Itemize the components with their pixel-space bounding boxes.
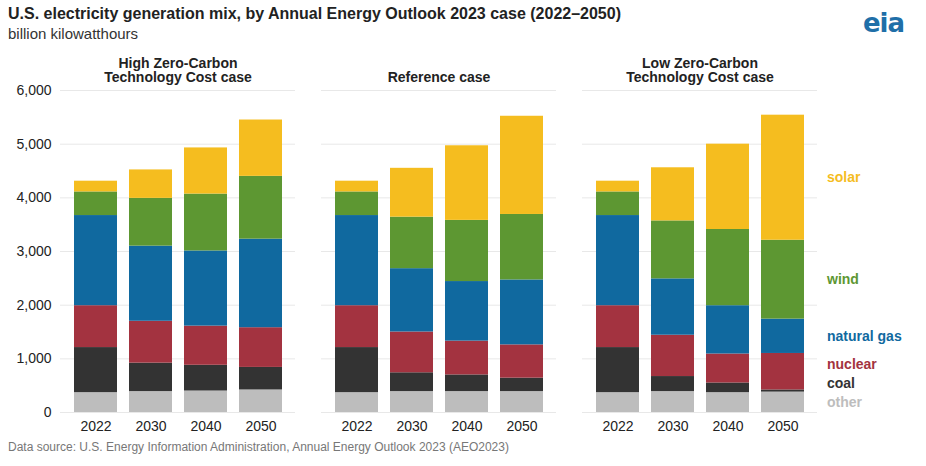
svg-text:6,000: 6,000 <box>16 82 51 98</box>
svg-text:2,000: 2,000 <box>16 297 51 313</box>
svg-text:2050: 2050 <box>506 418 537 434</box>
html-text:Data source: U.S. Energy Infor: Data source: U.S. Energy Information Adm… <box>8 440 509 454</box>
svg-text:2030: 2030 <box>657 418 688 434</box>
html-text:billion kilowatthours: billion kilowatthours <box>8 25 139 42</box>
svg-text:1,000: 1,000 <box>16 350 51 366</box>
svg-text:2030: 2030 <box>135 418 166 434</box>
svg-text:2030: 2030 <box>396 418 427 434</box>
svg-text:2040: 2040 <box>190 418 221 434</box>
html-text:nuclear: nuclear <box>827 355 877 372</box>
svg-text:4,000: 4,000 <box>16 189 51 205</box>
svg-text:5,000: 5,000 <box>16 136 51 152</box>
svg-text:Low Zero-CarbonTechnology Cost: Low Zero-CarbonTechnology Cost case <box>626 55 774 85</box>
html-text:other: other <box>827 393 862 410</box>
svg-text:High Zero-CarbonTechnology Cos: High Zero-CarbonTechnology Cost case <box>104 55 252 85</box>
svg-text:2050: 2050 <box>245 418 276 434</box>
svg-text:2050: 2050 <box>767 418 798 434</box>
svg-text:2040: 2040 <box>451 418 482 434</box>
svg-text:Reference case: Reference case <box>388 69 491 85</box>
svg-text:2022: 2022 <box>602 418 633 434</box>
svg-text:0: 0 <box>44 404 52 420</box>
html-text:wind: wind <box>827 271 859 288</box>
svg-text:2022: 2022 <box>80 418 111 434</box>
svg-text:2040: 2040 <box>712 418 743 434</box>
html-text:natural gas: natural gas <box>827 327 902 344</box>
svg-text:3,000: 3,000 <box>16 243 51 259</box>
html-text:solar: solar <box>827 169 861 186</box>
svg-text:2022: 2022 <box>341 418 372 434</box>
html-text:eia: eia <box>862 8 904 38</box>
html-text:coal: coal <box>827 374 855 391</box>
html-text:U.S. electricity generation mi: U.S. electricity generation mix, by Annu… <box>8 5 621 22</box>
